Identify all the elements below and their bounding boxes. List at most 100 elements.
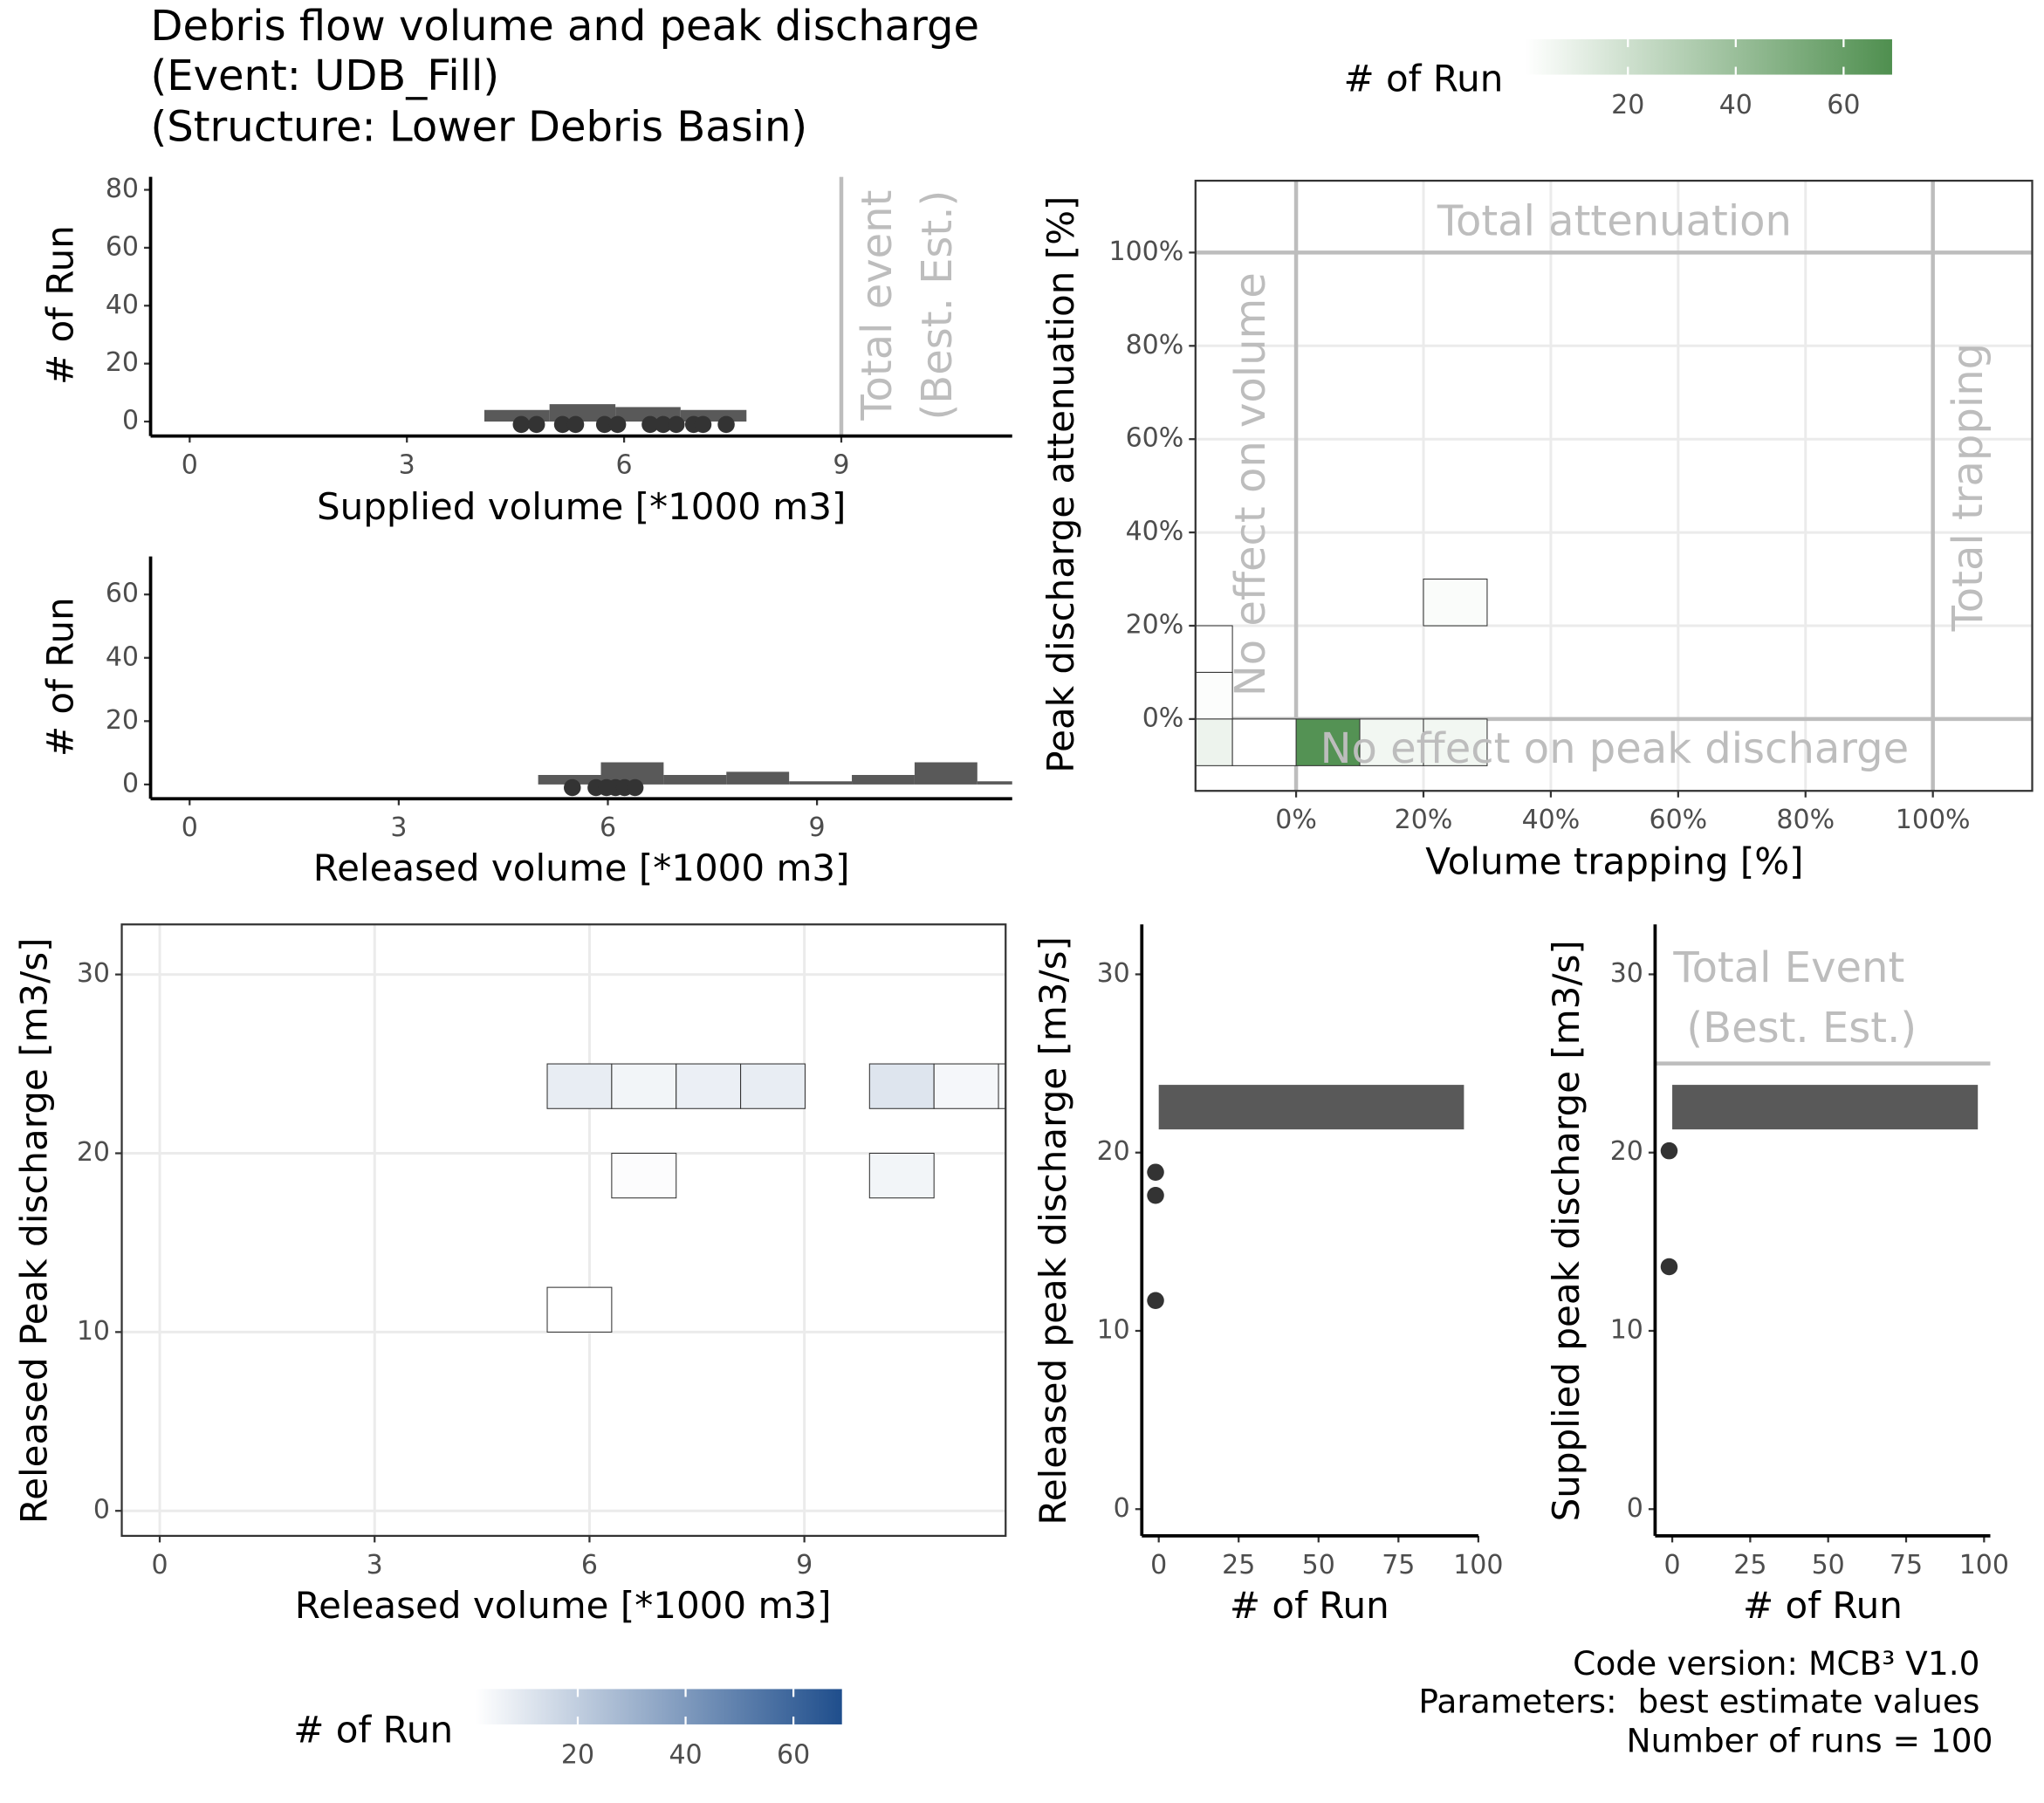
y-tick-label: 20: [1097, 1136, 1130, 1167]
annotation: (Best. Est.): [913, 190, 962, 421]
y-tick-label: 20: [106, 705, 139, 736]
x-axis-title: Released volume [*1000 m3]: [313, 847, 850, 889]
tile: [1231, 718, 1297, 766]
x-tick-label: 6: [616, 450, 633, 481]
y-axis-title: # of Run: [39, 225, 82, 385]
point: [553, 415, 572, 434]
point: [527, 415, 545, 434]
point: [1660, 1141, 1678, 1160]
annotation: Total Event: [1672, 943, 1904, 992]
y-tick-label: 60: [106, 579, 139, 609]
colorbar-tick-label: 60: [1827, 90, 1860, 120]
x-tick-label: 80%: [1776, 805, 1835, 835]
y-tick-label: 30: [1097, 958, 1130, 989]
annotation: Total attenuation: [1437, 197, 1792, 246]
bar: [1158, 1085, 1464, 1130]
y-tick-label: 80: [106, 174, 139, 204]
x-tick-label: 75: [1382, 1550, 1415, 1580]
caption: Code version: MCB³ V1.0: [1573, 1644, 1979, 1683]
y-tick-label: 0: [93, 1495, 110, 1525]
x-tick-label: 0: [1664, 1550, 1681, 1580]
x-tick-label: 25: [1222, 1550, 1255, 1580]
caption: Number of runs = 100: [1627, 1721, 1993, 1759]
point: [1147, 1292, 1164, 1310]
x-tick-label: 0%: [1275, 805, 1317, 835]
bar: [663, 775, 727, 785]
panel-border: [120, 923, 1007, 1538]
colorbar-tick-label: 60: [777, 1739, 810, 1770]
x-tick-label: 60%: [1649, 805, 1707, 835]
y-tick-label: 80%: [1126, 330, 1184, 360]
tile: [868, 1063, 935, 1109]
y-tick-label: 0: [122, 768, 139, 799]
point: [717, 415, 735, 434]
colorbar-tick-label: 40: [1719, 90, 1752, 120]
x-tick-label: 0: [1150, 1550, 1167, 1580]
point: [668, 415, 685, 434]
colorbar-tick-label: 20: [1611, 90, 1644, 120]
x-tick-label: 100: [1453, 1550, 1503, 1580]
title-line: (Structure: Lower Debris Basin): [151, 103, 808, 152]
bar: [852, 775, 915, 785]
tile: [546, 1286, 613, 1333]
y-tick-label: 0: [1114, 1493, 1130, 1524]
y-axis-title: # of Run: [39, 597, 82, 757]
bar: [1672, 1085, 1979, 1130]
y-axis-title: Released peak discharge [m3/s]: [1032, 936, 1074, 1525]
tile: [1195, 625, 1233, 673]
x-tick-label: 40%: [1522, 805, 1581, 835]
y-tick-label: 0: [122, 406, 139, 436]
y-tick-label: 20: [77, 1137, 110, 1168]
title-line: (Event: UDB_Fill): [151, 51, 500, 100]
y-tick-label: 10: [77, 1316, 110, 1347]
panel-background: [121, 924, 1006, 1536]
y-tick-label: 10: [1610, 1314, 1643, 1345]
point: [1660, 1258, 1678, 1276]
tile: [546, 1063, 613, 1109]
y-tick-label: 0: [1627, 1493, 1643, 1524]
x-tick-label: 6: [600, 812, 616, 843]
x-tick-label: 9: [833, 450, 849, 481]
annotation: (Best. Est.): [1686, 1004, 1917, 1052]
y-axis-title: Supplied peak discharge [m3/s]: [1545, 940, 1588, 1521]
plot-area: [484, 176, 844, 436]
point: [566, 415, 585, 434]
x-tick-label: 3: [367, 1550, 383, 1580]
x-axis-title: # of Run: [1743, 1584, 1903, 1627]
y-tick-label: 30: [77, 958, 110, 989]
x-tick-label: 75: [1890, 1550, 1923, 1580]
plot-area: [1655, 1061, 1991, 1130]
point: [1147, 1163, 1164, 1181]
x-tick-label: 0: [182, 450, 198, 481]
x-axis-title: Released volume [*1000 m3]: [295, 1584, 832, 1627]
colorbar-title: # of Run: [1343, 58, 1503, 100]
point: [641, 415, 659, 434]
colorbar-title: # of Run: [293, 1708, 453, 1751]
point: [626, 778, 644, 797]
tile: [611, 1152, 677, 1199]
x-tick-label: 50: [1302, 1550, 1335, 1580]
y-tick-label: 10: [1097, 1314, 1130, 1345]
tile: [1423, 718, 1488, 766]
tile: [933, 1063, 999, 1109]
point: [564, 778, 581, 797]
y-tick-label: 60%: [1126, 423, 1184, 454]
annotation: No effect on peak discharge: [1320, 724, 1910, 773]
colorbar-tick-label: 20: [561, 1739, 594, 1770]
x-tick-label: 100: [1959, 1550, 2009, 1580]
colorbar-tick-label: 40: [669, 1739, 702, 1770]
tile: [740, 1063, 806, 1109]
caption: Parameters: best estimate values: [1418, 1682, 1979, 1720]
y-tick-label: 0%: [1142, 703, 1184, 733]
bar: [789, 781, 853, 785]
point: [595, 415, 614, 434]
plot-area: [1158, 1085, 1464, 1130]
y-tick-label: 20%: [1126, 610, 1184, 641]
x-tick-label: 3: [399, 450, 415, 481]
x-tick-label: 100%: [1896, 805, 1971, 835]
x-tick-label: 0: [151, 1550, 168, 1580]
y-tick-label: 100%: [1109, 237, 1184, 267]
annotation: Total event: [853, 190, 902, 422]
bar: [914, 762, 977, 785]
